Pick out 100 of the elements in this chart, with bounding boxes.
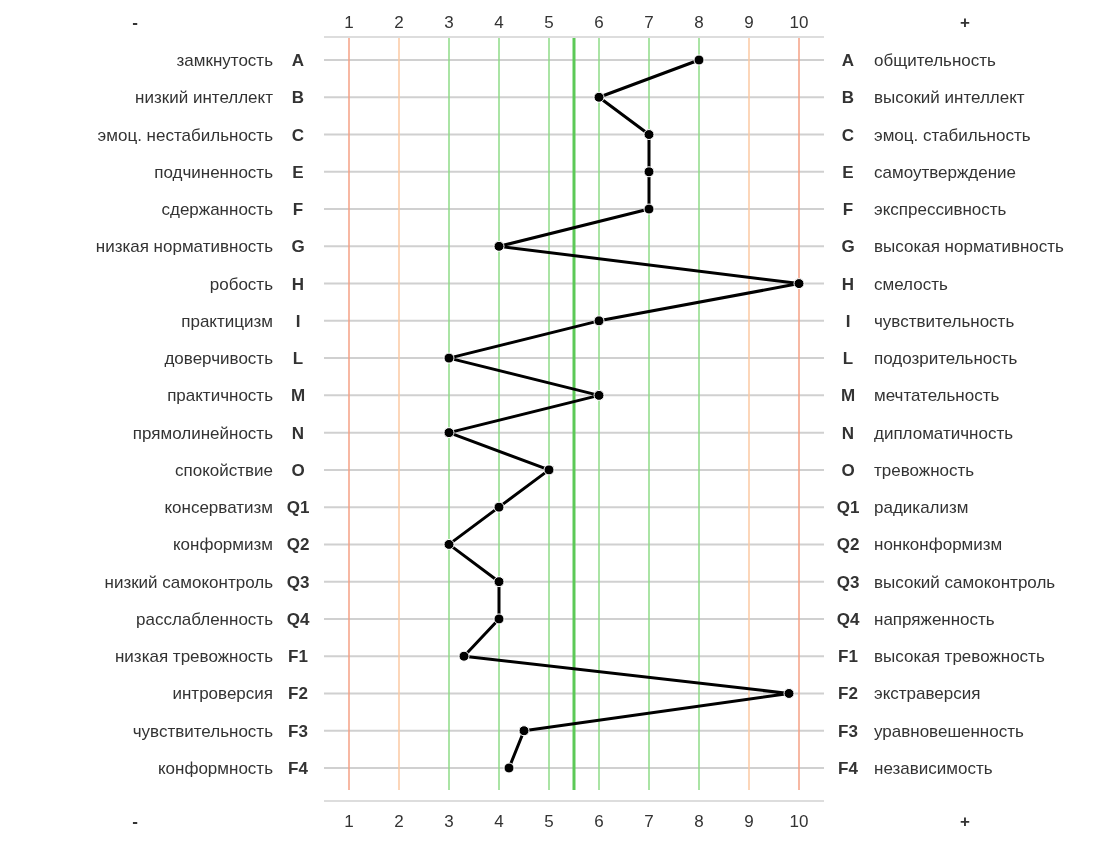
point <box>458 650 470 662</box>
category-label: прямолинейность <box>132 423 273 443</box>
point <box>593 91 605 103</box>
x2-tick-label: 1 <box>344 812 354 831</box>
category-label: H <box>291 274 305 294</box>
y2-tick-label: высокий самоконтроль <box>874 572 1056 592</box>
y-tick-label: H <box>841 274 855 294</box>
category-label: низкая тревожность <box>114 647 273 667</box>
x-tick-label: 2 <box>394 13 404 32</box>
category-label: низкий интеллект <box>135 88 273 108</box>
category-label: C <box>291 125 305 145</box>
y2-tick-label: дипломатичность <box>874 423 1014 443</box>
point <box>443 427 455 439</box>
x-tick-label: 5 <box>544 13 554 32</box>
x-tick-label: 4 <box>494 13 504 32</box>
category-label: E <box>292 162 304 182</box>
y-tick-label: N <box>841 423 855 443</box>
category-label: низкая нормативность <box>95 237 273 257</box>
category-label: доверчивость <box>164 349 273 369</box>
y2-tick-label: чувствительность <box>874 311 1015 331</box>
category-label: F4 <box>288 759 308 778</box>
category-label: эмоц. нестабильность <box>97 125 273 145</box>
category-label: L <box>292 349 304 369</box>
x-tick-label: 8 <box>694 13 704 32</box>
y2-tick-label: экстраверсия <box>874 684 981 704</box>
category-label: расслабленность <box>135 609 273 629</box>
point <box>593 389 605 401</box>
y2-tick-label: общительность <box>874 51 997 70</box>
y2-tick-label: независимость <box>874 759 993 778</box>
category-label: B <box>291 88 305 108</box>
category-label: F <box>292 200 304 220</box>
y2-tick-label: радикализм <box>874 498 969 518</box>
category-label: робость <box>209 274 273 294</box>
x-tick-label: 10 <box>789 13 809 32</box>
y-tick-label: F4 <box>838 759 859 778</box>
y-tick-label: Q3 <box>836 572 860 592</box>
y-tick-label: A <box>841 51 855 70</box>
text: - <box>132 812 138 831</box>
category-label: интроверсия <box>172 684 273 704</box>
x-tick-label: 7 <box>644 13 654 32</box>
category-label: A <box>291 51 305 70</box>
category-label: Q4 <box>286 609 310 629</box>
y2-tick-label: высокая тревожность <box>874 647 1045 667</box>
category-label: сдержанность <box>161 200 273 220</box>
x2-tick-label: 4 <box>494 812 504 831</box>
y2-tick-label: напряженность <box>874 609 995 629</box>
x-tick-label: 1 <box>344 13 354 32</box>
category-label: F2 <box>288 684 308 704</box>
x2-tick-label: 3 <box>444 812 454 831</box>
y2-tick-label: подозрительность <box>874 349 1018 369</box>
y-tick-label: F1 <box>838 647 858 667</box>
category-label: низкий самоконтроль <box>104 572 273 592</box>
point <box>493 613 505 625</box>
point <box>643 203 655 215</box>
category-label: M <box>290 386 306 406</box>
category-label: практицизм <box>181 311 273 331</box>
y-tick-label: C <box>841 125 855 145</box>
point <box>518 725 530 737</box>
point <box>503 762 515 774</box>
category-label: N <box>291 423 305 443</box>
category-label: конформность <box>157 759 273 778</box>
point <box>493 240 505 252</box>
text: - <box>132 13 138 32</box>
category-label: Q2 <box>286 535 310 555</box>
x-tick-label: 9 <box>744 13 754 32</box>
x2-tick-label: 6 <box>594 812 604 831</box>
point <box>793 278 805 290</box>
y-tick-label: M <box>840 386 856 406</box>
y-tick-label: F3 <box>838 721 858 741</box>
category-label: спокойствие <box>174 460 273 480</box>
point <box>493 501 505 513</box>
y2-tick-label: высокая нормативность <box>874 237 1065 257</box>
text: + <box>960 812 970 831</box>
category-label: F3 <box>288 721 308 741</box>
y-tick-label: L <box>842 349 854 369</box>
y2-tick-label: высокий интеллект <box>874 88 1025 108</box>
category-label: подчиненность <box>154 162 273 182</box>
x2-tick-label: 2 <box>394 812 404 831</box>
x-tick-label: 3 <box>444 13 454 32</box>
point <box>543 464 555 476</box>
y2-tick-label: экспрессивность <box>874 200 1007 220</box>
point <box>643 129 655 141</box>
y-tick-label: B <box>841 88 855 108</box>
category-label: консерватизм <box>164 498 273 518</box>
x2-tick-label: 9 <box>744 812 754 831</box>
x-tick-label: 6 <box>594 13 604 32</box>
category-label: практичность <box>167 386 273 406</box>
category-label: G <box>291 237 305 257</box>
point <box>443 538 455 550</box>
y2-tick-label: тревожность <box>874 460 975 480</box>
category-label: конформизм <box>172 535 273 555</box>
y-tick-label: F2 <box>838 684 858 704</box>
category-label: F1 <box>288 647 308 667</box>
x2-tick-label: 8 <box>694 812 704 831</box>
category-label: I <box>295 311 301 331</box>
point <box>493 576 505 588</box>
x2-tick-label: 5 <box>544 812 554 831</box>
y-tick-label: F <box>842 200 854 220</box>
y2-tick-label: уравновешенность <box>874 721 1024 741</box>
y2-tick-label: эмоц. стабильность <box>874 125 1031 145</box>
